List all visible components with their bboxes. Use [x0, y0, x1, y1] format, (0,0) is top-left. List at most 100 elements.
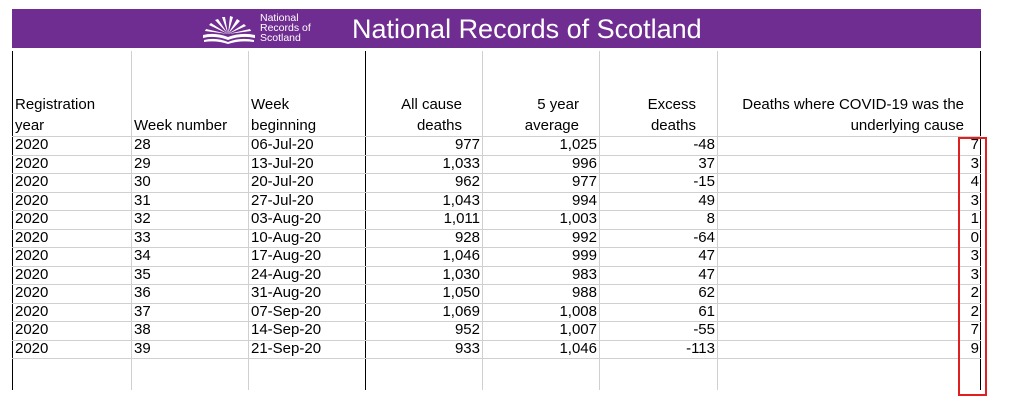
cell-five-year-average: 1,007 [559, 321, 597, 338]
cell-registration-year: 2020 [15, 247, 49, 264]
row-divider [12, 247, 981, 248]
cell-registration-year: 2020 [15, 339, 49, 357]
cell-covid-deaths: 4 [970, 173, 979, 190]
header-banner: National Records of Scotland National Re… [12, 9, 981, 48]
row-divider [12, 358, 981, 359]
cell-covid-deaths: 2 [970, 302, 979, 320]
cell-covid-deaths: 7 [970, 136, 979, 153]
cell-all-cause-deaths: 1,043 [442, 191, 480, 209]
cell-five-year-average: 992 [571, 228, 597, 246]
column-divider [131, 51, 132, 390]
cell-five-year-average: 988 [571, 284, 597, 301]
cell-covid-deaths: 3 [970, 154, 979, 172]
cell-excess-deaths: -55 [693, 321, 715, 338]
cell-registration-year: 2020 [15, 136, 49, 153]
logo-line: Records of [260, 22, 311, 34]
cell-covid-deaths: 3 [970, 247, 979, 264]
logo-wordmark: National Records of Scotland [260, 12, 311, 44]
row-divider [12, 302, 981, 304]
header-line: Deaths where COVID-19 was the [742, 96, 964, 113]
cell-week-beginning: 14-Sep-20 [251, 321, 322, 338]
cell-week-number: 38 [134, 321, 151, 338]
header-line: Week [251, 96, 290, 113]
cell-week-number: 29 [134, 154, 151, 172]
cell-excess-deaths: -113 [686, 339, 715, 357]
cell-excess-deaths: -48 [693, 136, 715, 153]
cell-week-beginning: 03-Aug-20 [251, 210, 322, 227]
cell-week-number: 39 [134, 339, 151, 357]
cell-week-beginning: 17-Aug-20 [251, 247, 322, 264]
cell-all-cause-deaths: 1,046 [442, 247, 480, 264]
cell-five-year-average: 999 [571, 247, 597, 264]
cell-covid-deaths: 3 [970, 265, 979, 283]
logo-line: National [260, 12, 299, 24]
cell-excess-deaths: 47 [698, 265, 715, 283]
column-divider [248, 51, 249, 390]
cell-week-beginning: 20-Jul-20 [251, 173, 314, 190]
open-book-logo-icon [203, 16, 255, 44]
cell-five-year-average: 977 [571, 173, 597, 190]
cell-excess-deaths: 47 [698, 247, 715, 264]
data-table: Registration year Week number Week begin… [12, 51, 981, 390]
cell-all-cause-deaths: 962 [454, 173, 480, 190]
cell-five-year-average: 996 [571, 154, 597, 172]
cell-week-number: 37 [134, 302, 151, 320]
header-five-year-average: 5 year average [482, 94, 579, 136]
row-divider [12, 228, 981, 230]
header-line: year [15, 117, 45, 134]
header-excess-deaths: Excess deaths [599, 94, 696, 136]
cell-week-number: 30 [134, 173, 151, 190]
cell-registration-year: 2020 [15, 228, 49, 246]
cell-registration-year: 2020 [15, 154, 49, 172]
cell-week-beginning: 27-Jul-20 [251, 191, 314, 209]
cell-all-cause-deaths: 1,050 [442, 284, 480, 301]
header-line: 5 year [537, 96, 579, 113]
row-divider [12, 191, 981, 193]
cell-week-beginning: 07-Sep-20 [251, 302, 322, 320]
cell-five-year-average: 1,008 [559, 302, 597, 320]
header-line: Excess [647, 96, 696, 113]
row-divider [12, 321, 981, 322]
cell-all-cause-deaths: 1,069 [442, 302, 480, 320]
column-divider [717, 51, 718, 390]
cell-excess-deaths: 8 [706, 210, 715, 227]
row-divider [12, 265, 981, 267]
cell-five-year-average: 1,025 [559, 136, 597, 153]
header-line: All cause [401, 96, 462, 113]
header-week-beginning: Week beginning [251, 94, 365, 136]
cell-all-cause-deaths: 933 [454, 339, 480, 357]
cell-week-beginning: 31-Aug-20 [251, 284, 322, 301]
row-divider [12, 284, 981, 285]
row-divider [12, 210, 981, 211]
header-line: Week number [134, 117, 228, 134]
cell-week-number: 34 [134, 247, 151, 264]
column-divider [599, 51, 600, 390]
cell-excess-deaths: 49 [698, 191, 715, 209]
cell-covid-deaths: 9 [970, 339, 979, 357]
header-line: Registration [15, 96, 96, 113]
cell-five-year-average: 1,046 [559, 339, 597, 357]
cell-week-number: 36 [134, 284, 151, 301]
cell-registration-year: 2020 [15, 321, 49, 338]
column-divider [365, 51, 366, 390]
cell-week-number: 31 [134, 191, 151, 209]
cell-week-number: 35 [134, 265, 151, 283]
banner-title: National Records of Scotland [352, 14, 702, 44]
cell-covid-deaths: 0 [970, 228, 979, 246]
cell-five-year-average: 1,003 [559, 210, 597, 227]
cell-registration-year: 2020 [15, 265, 49, 283]
cell-all-cause-deaths: 1,033 [442, 154, 480, 172]
header-line: average [524, 117, 579, 134]
cell-excess-deaths: -15 [693, 173, 715, 190]
cell-week-number: 32 [134, 210, 151, 227]
cell-excess-deaths: 62 [698, 284, 715, 301]
cell-week-beginning: 24-Aug-20 [251, 265, 322, 283]
column-divider [980, 51, 981, 390]
row-divider [12, 154, 981, 156]
row-divider [12, 173, 981, 174]
cell-week-beginning: 13-Jul-20 [251, 154, 314, 172]
nrs-logo: National Records of Scotland [201, 11, 321, 47]
cell-registration-year: 2020 [15, 210, 49, 227]
cell-week-beginning: 06-Jul-20 [251, 136, 314, 153]
cell-covid-deaths: 2 [970, 284, 979, 301]
